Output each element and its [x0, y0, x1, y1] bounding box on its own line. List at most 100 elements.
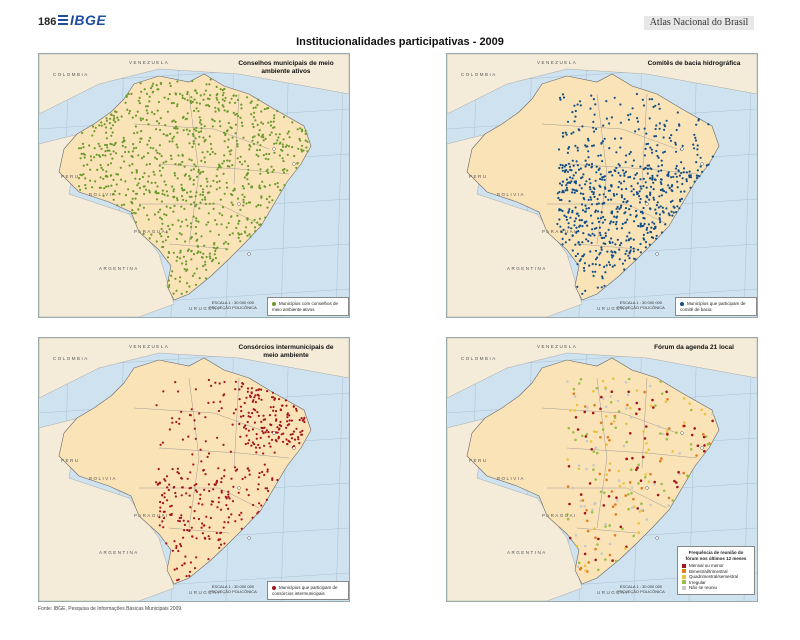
municipality-dot — [583, 253, 586, 256]
municipality-dot — [659, 205, 662, 208]
municipality-dot — [576, 189, 579, 192]
municipality-dot — [180, 545, 183, 548]
municipality-dot — [603, 491, 606, 494]
municipality-dot — [291, 146, 294, 149]
state-border — [233, 93, 240, 185]
municipality-dot — [654, 404, 657, 407]
municipality-dot — [689, 186, 692, 189]
municipality-dot — [572, 387, 576, 391]
municipality-dot — [661, 206, 664, 209]
municipality-dot — [674, 143, 677, 146]
municipality-dot — [629, 416, 633, 419]
municipality-dot — [591, 144, 594, 147]
municipality-dot — [608, 171, 611, 174]
municipality-dot — [257, 203, 260, 207]
legend-square-icon — [682, 563, 686, 568]
municipality-dot — [174, 127, 177, 130]
municipality-dot — [161, 189, 164, 192]
municipality-dot — [659, 188, 662, 192]
legend-square-icon — [682, 574, 686, 579]
municipality-dot — [295, 427, 298, 430]
municipality-dot — [689, 448, 693, 451]
municipality-dot — [201, 522, 204, 525]
municipality-dot — [579, 104, 582, 107]
municipality-dot — [247, 201, 251, 204]
municipality-dot — [610, 198, 613, 201]
municipality-dot — [229, 450, 232, 453]
municipality-dot — [576, 565, 580, 568]
municipality-dot — [276, 431, 279, 434]
municipality-dot — [190, 526, 193, 529]
municipality-dot — [135, 169, 138, 172]
municipality-dot — [613, 416, 617, 420]
municipality-dot — [600, 552, 603, 555]
municipality-dot — [159, 208, 162, 211]
municipality-dot — [220, 481, 223, 484]
municipality-dot — [576, 212, 579, 215]
municipality-dot — [190, 226, 193, 229]
municipality-dot — [246, 390, 249, 393]
municipality-dot — [200, 526, 203, 529]
municipality-dot — [292, 405, 295, 408]
municipality-dot — [643, 127, 646, 130]
municipality-dot — [652, 105, 655, 109]
municipality-dot — [155, 404, 158, 407]
municipality-dot — [670, 176, 673, 179]
municipality-dot — [571, 249, 574, 252]
municipality-dot — [177, 219, 180, 222]
municipality-dot — [583, 405, 587, 408]
municipality-dot — [620, 242, 623, 245]
municipality-dot — [584, 544, 587, 548]
municipality-dot — [204, 138, 207, 141]
municipality-dot — [158, 169, 161, 172]
municipality-dot — [703, 449, 706, 453]
label-venezuela: VENEZUELA — [537, 344, 578, 349]
municipality-dot — [566, 517, 570, 521]
municipality-dot — [645, 442, 648, 445]
capital-marker — [645, 202, 649, 206]
capital-marker — [272, 147, 276, 151]
municipality-dot — [116, 204, 119, 207]
municipality-dot — [223, 380, 226, 384]
municipality-dot — [121, 141, 124, 144]
municipality-dot — [596, 543, 599, 546]
municipality-dot — [696, 144, 699, 147]
municipality-dot — [597, 217, 600, 220]
municipality-dot — [228, 233, 231, 236]
municipality-dot — [79, 147, 83, 150]
municipality-dot — [576, 285, 579, 288]
municipality-dot — [627, 176, 630, 179]
state-border — [139, 487, 260, 509]
municipality-dot — [558, 182, 562, 185]
municipality-dot — [248, 148, 251, 151]
municipality-dot — [278, 423, 281, 427]
municipality-dot — [190, 96, 193, 99]
municipality-dot — [642, 177, 645, 180]
municipality-dot — [257, 476, 261, 479]
municipality-dot — [225, 504, 228, 507]
municipality-dot — [670, 189, 673, 192]
municipality-dot — [561, 166, 564, 169]
municipality-dot — [176, 199, 179, 202]
municipality-dot — [109, 174, 112, 177]
map-title: Conselhos municipais de meio ambiente at… — [238, 60, 334, 75]
municipality-dot — [267, 121, 270, 124]
municipality-dot — [677, 470, 680, 474]
municipality-dot — [256, 488, 259, 491]
municipality-dot — [219, 508, 223, 511]
municipality-dot — [594, 536, 597, 539]
municipality-dot — [160, 235, 163, 238]
municipality-dot — [602, 202, 605, 205]
municipality-dot — [164, 479, 167, 482]
municipality-dot — [157, 100, 160, 104]
municipality-dot — [591, 222, 594, 225]
municipality-dot — [584, 183, 587, 186]
municipality-dot — [625, 440, 628, 444]
municipality-dot — [229, 193, 233, 196]
municipality-dot — [239, 208, 242, 211]
municipality-dot — [604, 234, 607, 237]
municipality-dot — [250, 185, 253, 188]
neighbor-land-north — [39, 54, 349, 115]
municipality-dot — [578, 219, 581, 222]
label-bolivia: BOLIVIA — [89, 476, 118, 481]
